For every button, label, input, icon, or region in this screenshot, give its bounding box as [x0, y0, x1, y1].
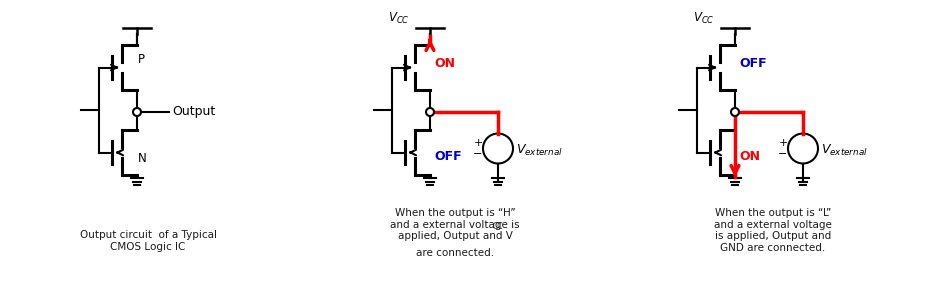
Text: are connected.: are connected. [416, 248, 494, 258]
Text: $V_{external}$: $V_{external}$ [516, 143, 563, 158]
Text: −: − [779, 149, 788, 159]
Text: OFF: OFF [434, 150, 462, 163]
Text: +: + [779, 138, 788, 148]
Text: When the output is “L”
and a external voltage
is applied, Output and
GND are con: When the output is “L” and a external vo… [714, 208, 832, 253]
Text: Output: Output [172, 106, 215, 119]
Text: −: − [473, 149, 482, 159]
Text: CC: CC [493, 222, 504, 231]
Text: ON: ON [739, 150, 760, 163]
Text: N: N [138, 152, 146, 165]
Text: +: + [473, 138, 482, 148]
Text: $V_{CC}$: $V_{CC}$ [389, 11, 410, 26]
Circle shape [426, 108, 434, 116]
Circle shape [731, 108, 739, 116]
Text: OFF: OFF [739, 57, 767, 70]
Text: P: P [138, 53, 144, 66]
Text: When the output is “H”
and a external voltage is
applied, Output and V: When the output is “H” and a external vo… [390, 208, 519, 241]
Text: Output circuit  of a Typical
CMOS Logic IC: Output circuit of a Typical CMOS Logic I… [80, 230, 217, 252]
Circle shape [133, 108, 141, 116]
Text: ON: ON [434, 57, 455, 70]
Text: $V_{CC}$: $V_{CC}$ [694, 11, 715, 26]
Text: $V_{external}$: $V_{external}$ [821, 143, 868, 158]
